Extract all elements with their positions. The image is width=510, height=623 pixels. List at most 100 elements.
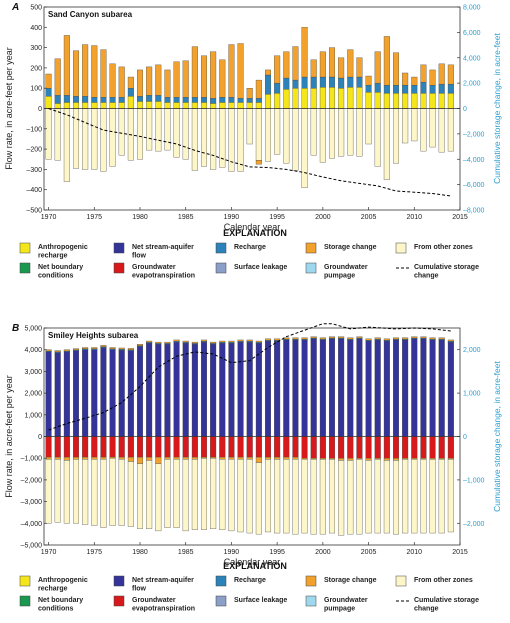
bar-groundwater-evapotranspiration: [420, 436, 427, 459]
bar-from-other-zones: [301, 459, 308, 534]
x-tick-label: 1985: [178, 549, 194, 556]
bar-storage-change: [301, 337, 308, 340]
bar-groundwater-evapotranspiration: [319, 436, 326, 459]
bar-net-stream-aquifer-flow: [45, 351, 52, 437]
y2-tick-label: 6,000: [463, 30, 481, 37]
bar-anthropogenic-recharge: [237, 102, 244, 109]
bar-storage-change: [447, 339, 454, 342]
bar-net-stream-aquifer-flow: [420, 338, 427, 437]
y-tick-label: –500: [26, 208, 42, 215]
bar-from-other-zones: [246, 459, 253, 534]
bar-net-stream-aquifer-flow: [347, 339, 354, 437]
y-tick-label: 300: [30, 45, 42, 52]
legend-item-anthropogenic-recharge-swatch: [19, 242, 31, 254]
bar-groundwater-evapotranspiration: [118, 436, 125, 458]
y-tick-label: 1,000: [24, 412, 42, 419]
y2-tick-label: 0: [463, 106, 467, 113]
bar-storage-change: [100, 345, 107, 347]
bar-net-stream-aquifer-flow: [392, 339, 400, 437]
bar-storage-change: [274, 338, 281, 341]
legend-item-recharge-swatch: [215, 242, 227, 254]
bar-recharge: [356, 76, 363, 88]
bar-groundwater-evapotranspiration: [173, 436, 180, 458]
bar-storage-change: [338, 458, 345, 461]
bar-net-stream-aquifer-flow: [338, 338, 345, 437]
bar-storage-change: [319, 51, 326, 78]
legend-item-recharge-label: Recharge: [234, 244, 266, 251]
bar-recharge: [328, 76, 336, 88]
bar-anthropogenic-recharge: [347, 87, 354, 109]
bar-groundwater-evapotranspiration: [219, 436, 226, 458]
bar-storage-change: [292, 456, 299, 460]
legend-item-from-other-zones-label: From other zones: [414, 577, 473, 584]
bar-storage-change: [54, 456, 61, 460]
y-tick-label: –400: [26, 187, 42, 194]
y2-axis-label: Cumulative storage change, in acre-feet: [492, 33, 502, 184]
bar-anthropogenic-recharge: [292, 88, 299, 109]
x-tick-label: 2005: [361, 549, 377, 556]
bar-recharge: [283, 77, 290, 90]
bar-storage-change: [91, 456, 98, 460]
bar-recharge: [210, 98, 217, 104]
bar-groundwater-evapotranspiration: [100, 436, 107, 458]
bar-storage-change: [347, 49, 354, 78]
bar-groundwater-evapotranspiration: [146, 436, 153, 458]
bar-from-other-zones: [392, 108, 400, 164]
bar-recharge: [310, 76, 317, 89]
y-tick-label: –2,000: [21, 477, 43, 484]
bar-net-stream-aquifer-flow: [246, 341, 253, 437]
bar-recharge: [392, 84, 400, 94]
bar-storage-change: [219, 59, 226, 98]
x-tick-label: 2015: [452, 549, 468, 556]
bar-recharge: [109, 97, 116, 103]
x-tick-label: 1995: [269, 549, 285, 556]
bar-groundwater-evapotranspiration: [182, 436, 189, 458]
bar-from-other-zones: [182, 108, 189, 160]
panel-label: A: [11, 2, 19, 13]
bar-from-other-zones: [91, 459, 98, 526]
legend-item-net-stream-aquifer-flow-label: Net stream-aquifer: [132, 577, 194, 584]
bar-from-other-zones: [429, 108, 436, 148]
bar-anthropogenic-recharge: [356, 87, 363, 109]
bar-from-other-zones: [136, 463, 144, 529]
bar-storage-change: [274, 456, 281, 460]
panel-title: Smiley Heights subarea: [48, 331, 139, 340]
bar-groundwater-evapotranspiration: [109, 436, 116, 458]
bar-anthropogenic-recharge: [118, 102, 125, 109]
bar-from-other-zones: [438, 459, 445, 534]
bar-from-other-zones: [411, 108, 418, 142]
legend-item-groundwater-evapotranspiration-swatch: [113, 595, 125, 607]
bar-storage-change: [411, 336, 418, 339]
y2-tick-label: 4,000: [463, 55, 481, 62]
bar-recharge: [182, 97, 189, 103]
bar-storage-change: [438, 337, 445, 340]
bar-from-other-zones: [173, 108, 180, 158]
bar-anthropogenic-recharge: [402, 93, 409, 109]
legend-item-anthropogenic-recharge-label: recharge: [38, 253, 68, 260]
bar-from-other-zones: [155, 463, 162, 532]
y-tick-label: 500: [30, 5, 42, 12]
bar-storage-change: [127, 456, 134, 462]
bar-storage-change: [173, 339, 180, 342]
bar-from-other-zones: [365, 460, 372, 534]
bar-from-other-zones: [301, 108, 308, 188]
bar-storage-change: [365, 338, 372, 341]
legend-item-storage-change-label: Storage change: [324, 577, 377, 584]
bar-groundwater-evapotranspiration: [411, 436, 418, 459]
bar-from-other-zones: [365, 108, 372, 145]
bar-storage-change: [347, 458, 354, 461]
bar-storage-change: [91, 45, 98, 98]
x-tick-label: 1990: [224, 549, 240, 556]
bar-from-other-zones: [255, 108, 262, 161]
bar-net-stream-aquifer-flow: [191, 344, 198, 437]
y-tick-label: –100: [26, 126, 42, 133]
bar-from-other-zones: [164, 459, 171, 528]
bar-from-other-zones: [100, 108, 107, 172]
bar-recharge: [100, 97, 107, 103]
legend-item-surface-leakage-label: Surface leakage: [234, 597, 287, 604]
bar-recharge: [146, 95, 153, 102]
legend-item-anthropogenic-recharge-swatch: [19, 575, 31, 587]
legend-item-groundwater-evapotranspiration-label: evapotranspiration: [132, 273, 195, 280]
bar-from-other-zones: [292, 108, 299, 171]
